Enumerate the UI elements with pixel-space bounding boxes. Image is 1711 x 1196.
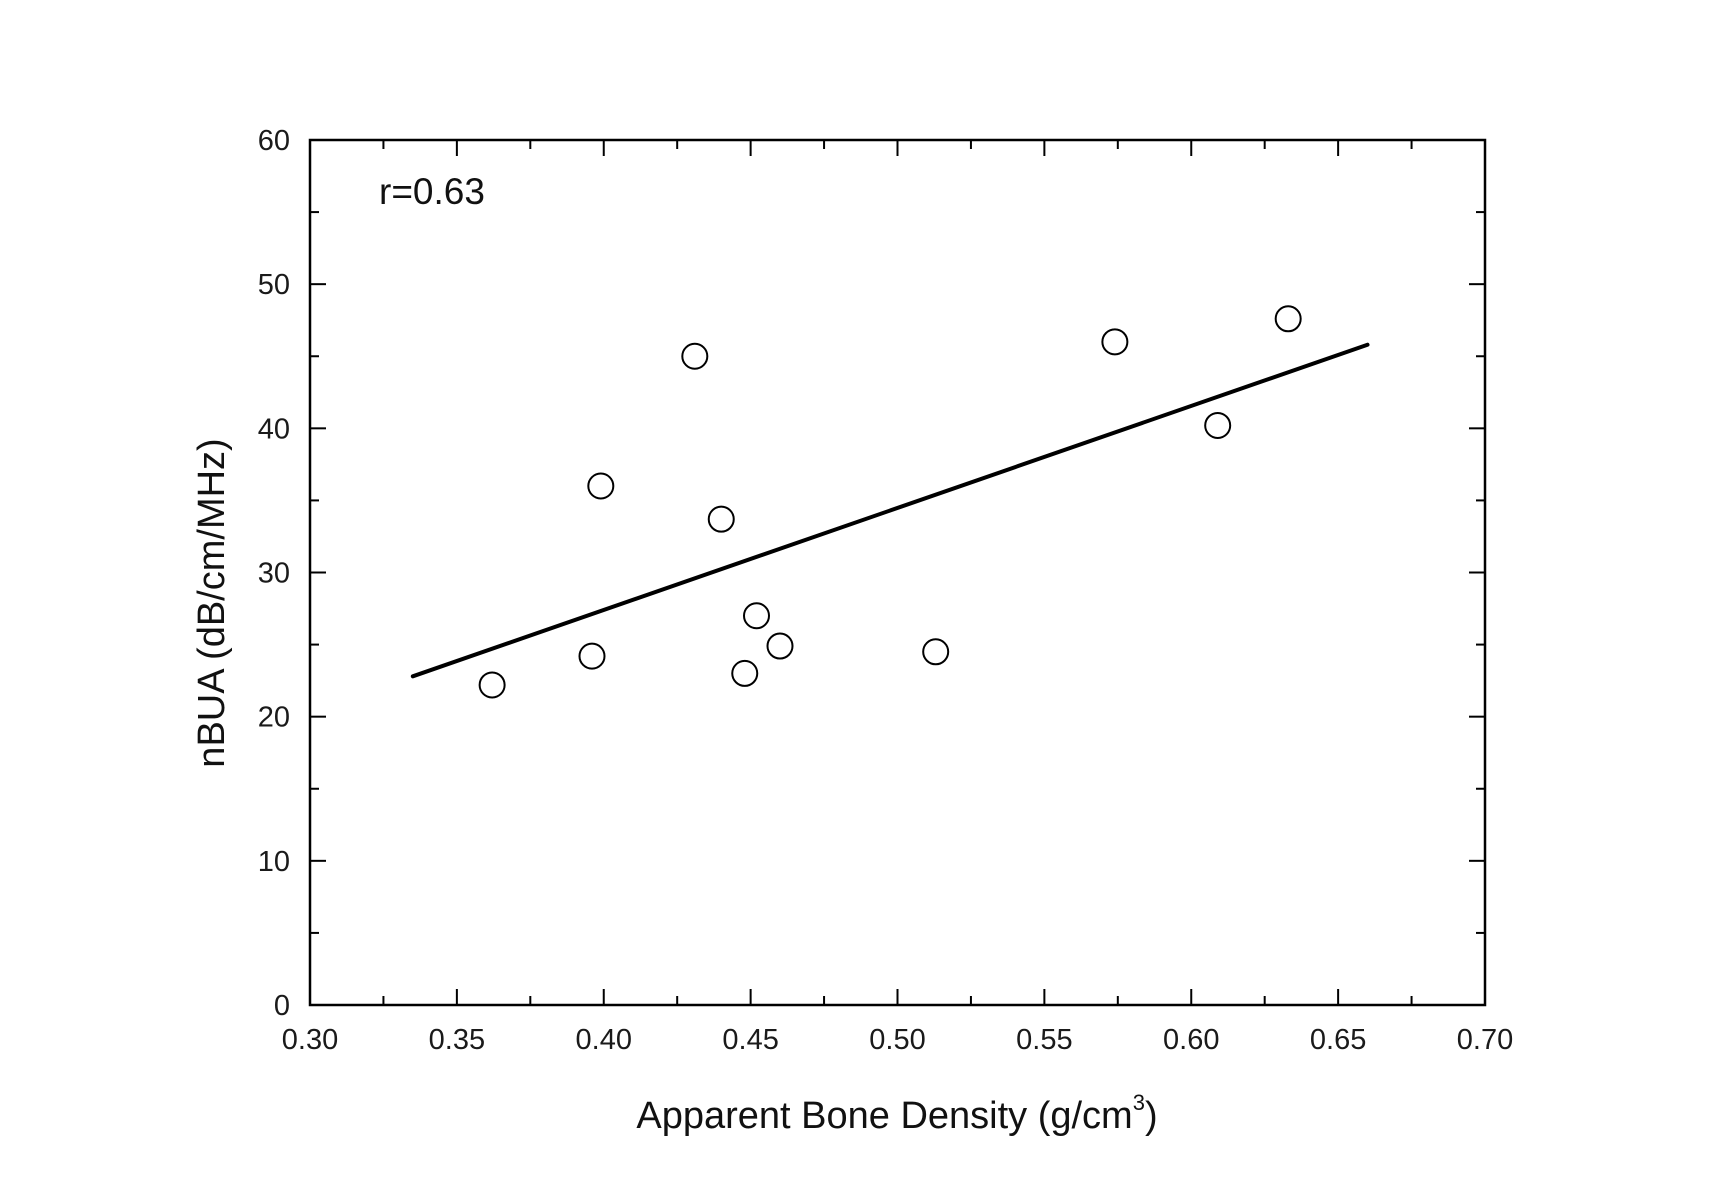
regression-line xyxy=(410,342,1370,679)
fit-layer xyxy=(410,342,1370,679)
x-tick-label: 0.65 xyxy=(1310,1024,1366,1056)
x-axis-title-superscript: 3 xyxy=(1133,1090,1145,1115)
data-point xyxy=(478,671,506,699)
y-tick-label: 20 xyxy=(258,702,290,734)
data-point xyxy=(681,342,709,370)
x-axis-title-close: ) xyxy=(1145,1095,1158,1137)
x-tick-label: 0.40 xyxy=(576,1024,632,1056)
x-tick-label: 0.30 xyxy=(282,1024,338,1056)
data-point xyxy=(578,642,606,670)
data-point xyxy=(1101,328,1129,356)
major-ticks xyxy=(309,139,1486,1006)
data-point xyxy=(743,602,770,630)
x-tick-label: 0.45 xyxy=(722,1024,778,1056)
plot-frame xyxy=(308,138,1487,1007)
y-tick-label: 40 xyxy=(258,413,290,445)
x-tick-label: 0.35 xyxy=(429,1024,485,1056)
data-point xyxy=(1274,305,1302,333)
points-layer xyxy=(478,305,1302,699)
y-axis-title: nBUA (dB/cm/MHz) xyxy=(191,438,233,767)
y-tick-label: 30 xyxy=(258,558,290,590)
x-tick-label: 0.60 xyxy=(1163,1024,1219,1056)
data-point xyxy=(587,472,615,500)
y-tick-label: 50 xyxy=(258,269,290,301)
data-point xyxy=(1204,411,1232,439)
x-tick-label: 0.50 xyxy=(869,1024,925,1056)
x-tick-labels: 0.30 0.35 0.40 0.45 0.50 0.55 0.60 0.65 0.70 xyxy=(282,1024,1513,1056)
y-tick-labels: 0 10 20 30 40 50 60 xyxy=(258,125,290,1022)
data-point xyxy=(766,632,794,660)
y-tick-label: 10 xyxy=(258,846,290,878)
x-axis-title-main: Apparent Bone Density (g/cm xyxy=(636,1095,1132,1137)
x-tick-label: 0.70 xyxy=(1457,1024,1513,1056)
data-point xyxy=(707,505,735,533)
data-point xyxy=(731,659,759,687)
y-tick-label: 0 xyxy=(274,990,290,1022)
minor-ticks xyxy=(310,140,1485,1005)
data-point xyxy=(922,638,950,666)
y-tick-label: 60 xyxy=(258,125,290,157)
x-axis-title: Apparent Bone Density (g/cm3) xyxy=(636,1090,1157,1137)
correlation-annotation: r=0.63 xyxy=(379,171,485,212)
x-tick-label: 0.55 xyxy=(1016,1024,1072,1056)
